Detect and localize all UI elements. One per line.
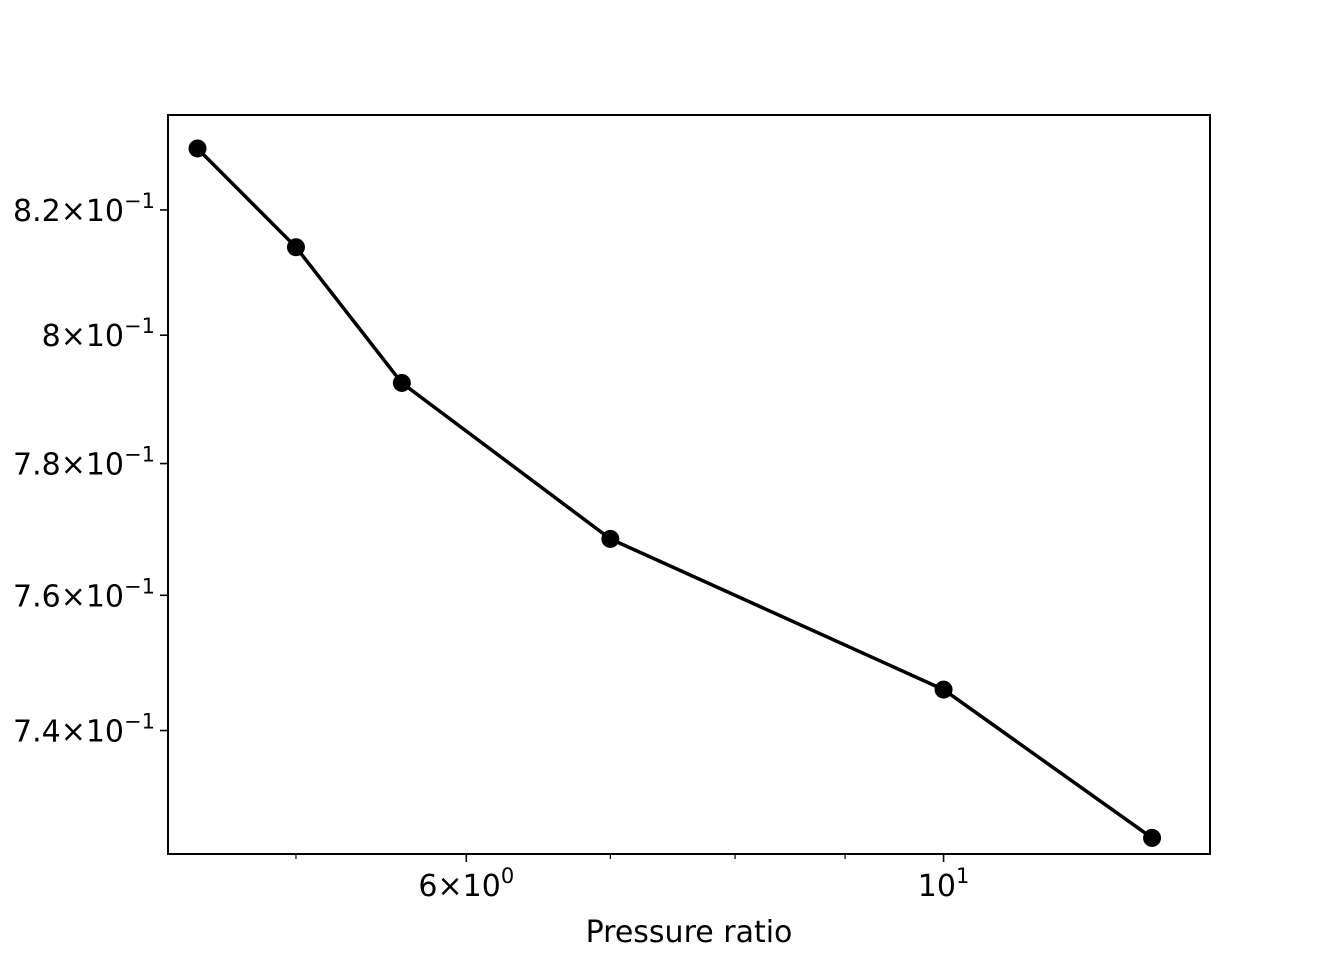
x-tick-label: 6×100 [418, 864, 514, 904]
data-point [188, 139, 207, 158]
y-tick-label: 7.6×10−1 [13, 574, 155, 614]
data-point [601, 529, 620, 548]
x-axis-label: Pressure ratio [586, 915, 793, 950]
data-point [1143, 828, 1162, 847]
y-tick-label: 8.2×10−1 [13, 189, 155, 229]
data-point [934, 680, 953, 699]
data-point [286, 238, 305, 257]
series-layer [188, 139, 1162, 847]
ticks-layer: 6×100 101 8.2×10−1 8×10−1 7.8×10−1 7.6×10−1 7.… [13, 189, 969, 904]
plot-frame [167, 114, 1211, 855]
data-point [392, 373, 411, 392]
y-tick-label: 7.4×10−1 [13, 710, 155, 750]
x-tick-label: 101 [918, 864, 970, 904]
y-tick-label: 7.8×10−1 [13, 443, 155, 483]
series-line [196, 147, 1154, 840]
y-tick-label: 8×10−1 [42, 314, 155, 354]
